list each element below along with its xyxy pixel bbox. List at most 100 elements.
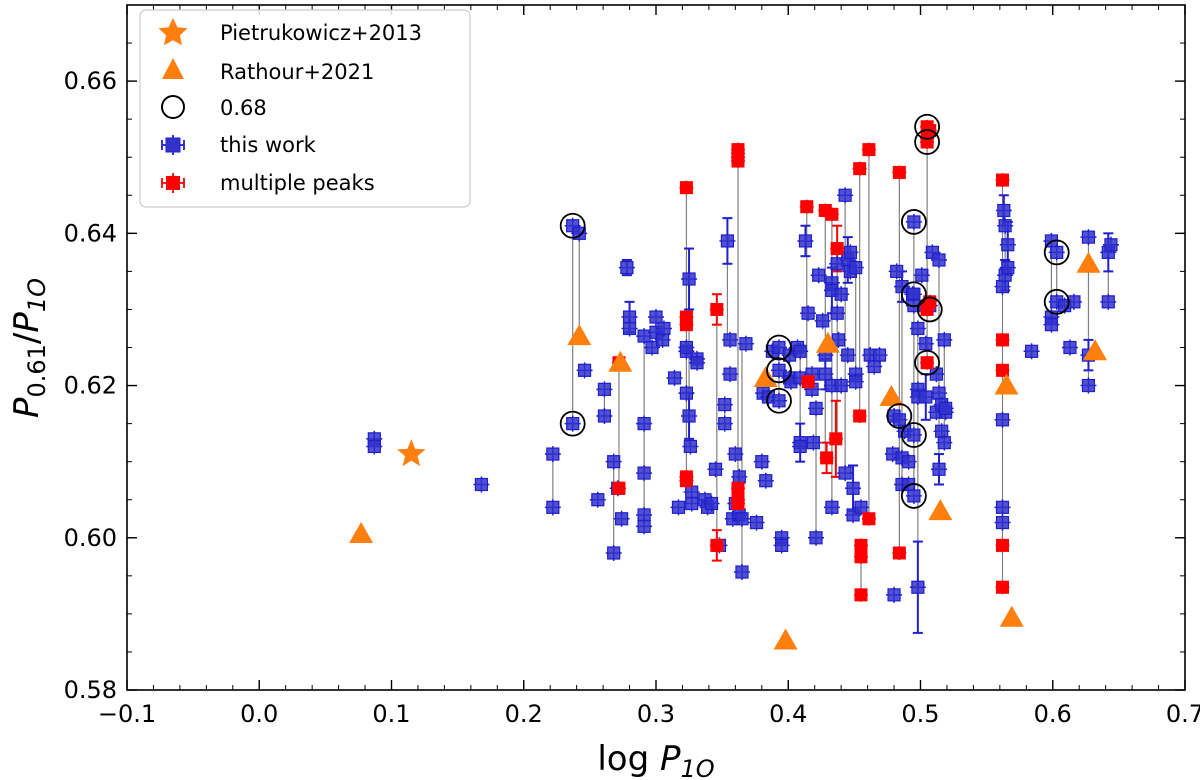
y-tick-label: 0.58 xyxy=(64,676,117,704)
this-work-point xyxy=(837,187,854,204)
y-tick-label: 0.66 xyxy=(64,67,117,95)
this-work-point xyxy=(800,305,817,322)
this-work-point xyxy=(814,312,831,329)
legend-circle-icon xyxy=(161,95,185,119)
this-work-point xyxy=(792,438,809,455)
rathour-point xyxy=(567,324,592,346)
multiple-peaks-point xyxy=(801,374,816,389)
rathour-point xyxy=(1083,339,1108,361)
this-work-point xyxy=(891,411,908,428)
legend-label-pietrukowicz: Pietrukowicz+2013 xyxy=(220,21,422,45)
circle-068-marker xyxy=(914,349,941,376)
circle-068-marker xyxy=(900,281,927,308)
this-work-point xyxy=(757,472,774,489)
this-work-point xyxy=(810,267,827,284)
y-tick-label: 0.62 xyxy=(64,372,117,400)
legend-box xyxy=(139,9,471,208)
this-work-point xyxy=(999,236,1016,253)
multiple-peaks-point xyxy=(709,302,724,317)
this-work-point xyxy=(936,434,953,451)
this-work-point xyxy=(682,438,699,455)
this-work-point xyxy=(909,320,926,337)
this-work-point xyxy=(727,446,744,463)
x-tick-label: 0.3 xyxy=(637,700,675,728)
this-work-point xyxy=(833,377,850,394)
this-work-point xyxy=(636,465,653,482)
this-work-point xyxy=(917,388,934,405)
circle-068-marker xyxy=(559,212,586,239)
y-axis-label: P0.61/P1O xyxy=(7,278,51,418)
this-work-point xyxy=(636,415,653,432)
rathour-point xyxy=(1076,251,1101,273)
this-work-point xyxy=(937,400,954,417)
this-work-point xyxy=(817,366,834,383)
this-work-point xyxy=(589,491,606,508)
x-axis-label: log P1O xyxy=(597,739,714,780)
this-work-point xyxy=(1061,339,1078,356)
legend-blue-square-icon xyxy=(161,135,185,155)
this-work-point xyxy=(994,411,1011,428)
this-work-point xyxy=(1023,343,1040,360)
this-work-point xyxy=(605,453,622,470)
this-work-point xyxy=(917,335,934,352)
this-work-point xyxy=(681,271,698,287)
rathour-point xyxy=(608,350,633,372)
this-work-point xyxy=(596,381,613,398)
this-work-point xyxy=(770,339,787,356)
this-work-point xyxy=(678,339,695,356)
this-work-point xyxy=(852,499,869,516)
this-work-point xyxy=(666,369,683,386)
multiple-peaks-point xyxy=(730,154,745,169)
this-work-point xyxy=(905,427,922,444)
circle-068-marker xyxy=(766,357,792,384)
circle-068-marker xyxy=(900,422,927,448)
this-work-point xyxy=(847,373,864,390)
this-work-point xyxy=(605,545,622,561)
y-axis-label-num-sub: 0.61 xyxy=(23,344,51,397)
this-work-point xyxy=(544,446,561,463)
multiple-peaks-point xyxy=(853,549,868,564)
y-axis-label-den-var: P xyxy=(7,312,47,333)
multiple-peaks-point xyxy=(853,538,868,553)
this-work-point xyxy=(1100,293,1117,310)
multiple-peaks-point xyxy=(824,207,839,222)
multiple-peaks-point xyxy=(828,431,843,446)
this-work-point xyxy=(716,396,733,413)
this-work-point xyxy=(773,537,790,554)
circle-068-marker xyxy=(914,129,941,155)
y-tick-label: 0.64 xyxy=(64,219,117,247)
x-tick-label: 0.6 xyxy=(1034,700,1072,728)
this-work-point xyxy=(994,499,1011,516)
this-work-point xyxy=(618,259,635,276)
circle-068-marker xyxy=(914,113,941,140)
legend-red-square-icon xyxy=(161,173,185,193)
this-work-point xyxy=(473,476,490,493)
this-work-point xyxy=(845,480,862,497)
this-work-point xyxy=(805,434,822,451)
this-work-point xyxy=(995,202,1012,219)
this-work-point xyxy=(829,255,846,272)
multiple-peaks-point xyxy=(892,165,907,180)
circle-068-marker xyxy=(766,387,792,414)
rathour-point xyxy=(994,373,1019,395)
this-work-point xyxy=(733,510,750,527)
rathour-point xyxy=(999,605,1024,627)
multiple-peaks-point xyxy=(679,473,694,488)
x-axis-label-main: log xyxy=(597,739,660,779)
this-work-point xyxy=(770,392,787,409)
pietrukowicz-point xyxy=(397,439,426,467)
rathour-point xyxy=(815,331,840,353)
this-work-point xyxy=(670,499,687,516)
x-axis-label-var: P xyxy=(660,739,681,779)
this-work-point xyxy=(886,586,903,603)
circle-068-marker xyxy=(1043,288,1070,315)
legend-star-icon xyxy=(158,18,188,46)
x-tick-label: 0.5 xyxy=(901,700,939,728)
this-work-point xyxy=(654,331,671,348)
multiple-peaks-point xyxy=(995,173,1010,188)
multiple-peaks-point xyxy=(819,450,834,465)
legend-label-circle: 0.68 xyxy=(220,96,267,120)
this-work-point xyxy=(909,579,926,596)
this-work-point xyxy=(688,354,705,371)
multiple-peaks-point xyxy=(830,241,845,256)
